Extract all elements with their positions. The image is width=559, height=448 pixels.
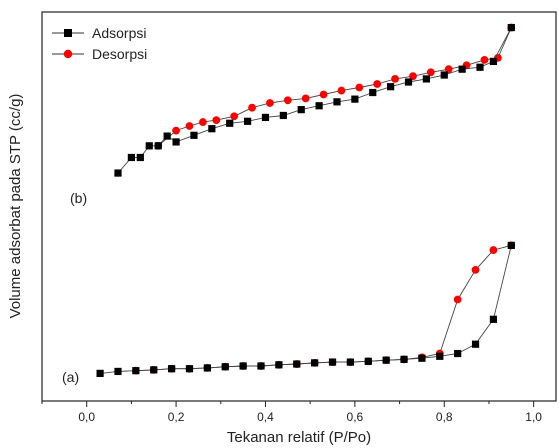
- point-a-adsorpsi-16: [382, 356, 390, 364]
- point-b-desorpsi-10: [337, 86, 346, 95]
- point-b-adsorpsi-23: [476, 63, 484, 71]
- point-b-adsorpsi-21: [440, 71, 448, 79]
- x-tick-label-1: 0,2: [168, 410, 185, 424]
- legend: Adsorpsi Desorpsi: [52, 25, 147, 62]
- point-b-desorpsi-18: [199, 118, 207, 126]
- point-a-adsorpsi-12: [311, 359, 319, 367]
- legend-desorpsi-label: Desorpsi: [92, 46, 147, 62]
- point-a-adsorpsi-20: [454, 349, 462, 358]
- legend-adsorpsi-label: Adsorpsi: [92, 25, 146, 41]
- annotation-a: (a): [62, 369, 79, 385]
- point-b-desorpsi-5: [426, 68, 435, 77]
- point-b-adsorpsi-2: [136, 153, 144, 162]
- point-b-desorpsi-11: [319, 90, 328, 99]
- point-b-adsorpsi-25: [507, 23, 515, 32]
- point-a-desorpsi-3: [453, 295, 462, 304]
- point-a-adsorpsi-10: [275, 361, 283, 369]
- point-b-desorpsi-7: [391, 75, 399, 83]
- point-b-desorpsi-19: [185, 122, 194, 130]
- point-b-desorpsi-2: [480, 55, 489, 64]
- point-b-desorpsi-6: [409, 72, 417, 81]
- point-b-desorpsi-12: [301, 94, 310, 103]
- point-b-desorpsi-17: [212, 116, 221, 125]
- point-a-adsorpsi-14: [346, 358, 354, 366]
- point-a-adsorpsi-3: [150, 366, 158, 374]
- point-b-desorpsi-8: [373, 80, 382, 88]
- point-a-adsorpsi-2: [132, 367, 140, 375]
- point-a-adsorpsi-13: [328, 358, 337, 366]
- x-axis-ticks: 0,0 0,2 0,4 0,6 0,8 1,0: [41, 401, 542, 424]
- point-b-adsorpsi-20: [422, 75, 430, 83]
- x-tick-label-2: 0,4: [257, 410, 274, 424]
- point-b-adsorpsi-3: [145, 142, 153, 150]
- point-b-desorpsi-20: [172, 126, 180, 135]
- point-a-adsorpsi-21: [471, 340, 480, 348]
- point-b-adsorpsi-7: [190, 131, 198, 139]
- point-b-adsorpsi-19: [404, 78, 413, 86]
- point-b-adsorpsi-22: [458, 65, 466, 73]
- series-line-b-square: [117, 27, 512, 174]
- annotation-b: (b): [70, 190, 87, 206]
- point-a-adsorpsi-23: [507, 241, 515, 249]
- point-a-adsorpsi-19: [436, 352, 444, 360]
- x-tick-label-3: 0,6: [347, 410, 364, 424]
- point-b-desorpsi-13: [283, 96, 292, 105]
- x-axis-title: Tekanan relatif (P/Po): [227, 429, 371, 446]
- point-a-adsorpsi-17: [400, 355, 408, 363]
- point-b-adsorpsi-14: [315, 102, 323, 110]
- legend-desorpsi-marker: [63, 49, 73, 59]
- point-b-adsorpsi-11: [261, 113, 270, 122]
- series-layer: [96, 23, 516, 377]
- point-a-adsorpsi-7: [221, 363, 229, 371]
- point-b-adsorpsi-17: [369, 88, 377, 97]
- point-b-desorpsi-15: [248, 103, 256, 112]
- point-b-desorpsi-16: [230, 112, 239, 121]
- point-b-desorpsi-4: [444, 65, 453, 74]
- legend-adsorpsi-marker: [64, 29, 72, 37]
- point-b-adsorpsi-5: [163, 132, 171, 140]
- point-a-adsorpsi-15: [364, 357, 372, 365]
- point-b-adsorpsi-18: [387, 83, 395, 91]
- point-b-adsorpsi-24: [489, 57, 498, 66]
- point-b-adsorpsi-16: [351, 95, 359, 103]
- x-tick-label-5: 1,0: [525, 410, 542, 424]
- x-tick-label-4: 0,8: [436, 410, 453, 424]
- point-a-desorpsi-2: [471, 266, 480, 274]
- x-tick-label-0: 0,0: [78, 410, 95, 424]
- point-a-adsorpsi-8: [239, 362, 247, 370]
- point-b-adsorpsi-12: [279, 111, 287, 120]
- point-b-adsorpsi-0: [114, 169, 122, 177]
- point-a-adsorpsi-18: [418, 354, 426, 362]
- point-b-adsorpsi-6: [172, 138, 180, 146]
- point-b-desorpsi-14: [266, 99, 274, 107]
- series-line-a-square: [100, 245, 512, 374]
- point-b-adsorpsi-9: [226, 119, 234, 127]
- point-a-adsorpsi-5: [185, 365, 194, 373]
- point-b-adsorpsi-10: [244, 117, 252, 125]
- point-a-adsorpsi-11: [293, 360, 301, 368]
- point-a-adsorpsi-6: [203, 364, 211, 372]
- point-a-adsorpsi-4: [168, 365, 176, 373]
- y-axis-title: Volume adsorbat pada STP (cc/g): [7, 94, 24, 319]
- series-line-b-circle: [157, 27, 512, 147]
- point-b-adsorpsi-15: [333, 98, 341, 106]
- plot-frame: [41, 11, 557, 402]
- point-a-adsorpsi-9: [257, 362, 265, 370]
- point-a-adsorpsi-1: [114, 367, 122, 376]
- point-b-desorpsi-9: [355, 83, 364, 92]
- point-a-adsorpsi-0: [96, 369, 104, 377]
- point-b-adsorpsi-1: [127, 153, 135, 162]
- point-b-adsorpsi-8: [208, 125, 216, 133]
- point-a-desorpsi-1: [489, 246, 498, 254]
- point-b-adsorpsi-13: [297, 106, 305, 114]
- point-b-adsorpsi-4: [154, 142, 162, 150]
- point-a-adsorpsi-22: [489, 315, 498, 323]
